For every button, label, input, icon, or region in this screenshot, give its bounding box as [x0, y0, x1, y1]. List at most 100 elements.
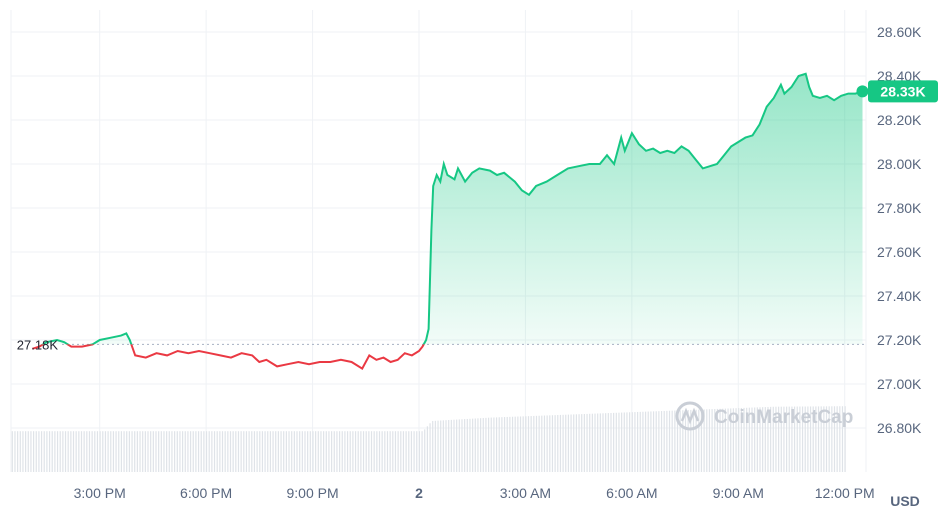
volume-bar: [785, 406, 788, 472]
volume-bar: [104, 431, 107, 472]
volume-bar: [472, 418, 474, 472]
volume-bar: [426, 426, 428, 472]
volume-bar: [791, 406, 793, 472]
volume-bar: [503, 417, 506, 472]
volume-bar: [636, 411, 639, 472]
y-tick-label: 27.80K: [877, 200, 922, 216]
volume-bar: [743, 407, 745, 472]
volume-bar: [801, 406, 804, 472]
volume-bar: [96, 431, 99, 472]
volume-bar: [72, 431, 75, 472]
volume-bar: [793, 406, 796, 472]
volume-bar: [551, 415, 554, 472]
volume-bar: [192, 431, 194, 472]
volume-bar: [698, 409, 700, 472]
price-area-up: [42, 73, 863, 345]
volume-bar: [464, 419, 466, 472]
volume-bar: [19, 431, 21, 472]
volume-bar: [221, 431, 224, 472]
volume-bar: [331, 431, 333, 472]
volume-bar: [245, 431, 248, 472]
volume-bar: [809, 406, 812, 472]
volume-bar: [437, 420, 439, 472]
volume-bar: [94, 431, 96, 472]
x-tick-label: 6:00 AM: [606, 485, 657, 501]
volume-bar: [211, 431, 213, 472]
x-tick-label: 3:00 AM: [500, 485, 551, 501]
volume-bar: [208, 431, 210, 472]
volume-bar: [349, 431, 351, 472]
volume-bar: [644, 411, 647, 472]
volume-bar: [386, 431, 389, 472]
volume-bar: [658, 411, 660, 472]
y-axis: 26.80K 27.00K 27.20K 27.40K 27.60K 27.80K 28.0…: [877, 24, 922, 436]
volume-bar: [432, 420, 434, 472]
volume-bar: [360, 431, 362, 472]
volume-bar: [381, 431, 383, 472]
volume-bar: [320, 431, 322, 472]
volume-bar: [487, 417, 490, 472]
volume-bar: [174, 431, 176, 472]
volume-bar: [442, 420, 444, 472]
volume-bar: [746, 407, 748, 472]
volume-bar: [370, 431, 373, 472]
volume-bar: [110, 431, 112, 472]
volume-bar: [511, 416, 514, 472]
volume-bar: [735, 408, 737, 472]
volume-bar: [405, 431, 407, 472]
volume-bar: [176, 431, 178, 472]
volume-bar: [559, 414, 562, 472]
volume-bar: [136, 431, 138, 472]
volume-bar: [309, 431, 311, 472]
x-tick-label: 12:00 PM: [815, 485, 875, 501]
volume-bar: [823, 406, 825, 472]
volume-bar: [458, 419, 460, 472]
volume-bar: [490, 417, 492, 472]
volume-bar: [131, 431, 133, 472]
volume-bar: [17, 431, 19, 472]
volume-bar: [128, 431, 130, 472]
volume-bar: [844, 406, 846, 472]
volume-bar: [362, 431, 365, 472]
volume-bar: [338, 431, 341, 472]
volume-bar: [416, 431, 418, 472]
volume-bar: [448, 420, 450, 472]
volume-bar: [328, 431, 330, 472]
volume-bar: [120, 431, 123, 472]
volume-bar: [413, 431, 415, 472]
volume-bar: [461, 419, 463, 472]
volume-bar: [509, 416, 511, 472]
volume-bar: [714, 409, 716, 472]
volume-bar: [54, 431, 56, 472]
volume-bar: [482, 418, 484, 472]
volume-bar: [586, 413, 588, 472]
x-tick-label: 6:00 PM: [180, 485, 232, 501]
y-tick-label: 26.80K: [877, 420, 922, 436]
volume-bar: [530, 416, 532, 472]
volume-bar: [32, 431, 35, 472]
volume-bar: [708, 409, 711, 472]
volume-bar: [296, 431, 298, 472]
watermark-text: CoinMarketCap: [714, 407, 853, 428]
volume-bar: [424, 429, 426, 472]
volume-bar: [333, 431, 335, 472]
volume-bar: [738, 408, 740, 472]
y-tick-label: 27.60K: [877, 244, 922, 260]
volume-bar: [639, 411, 641, 472]
volume-bar: [285, 431, 287, 472]
volume-bar: [799, 406, 801, 472]
volume-bar: [376, 431, 378, 472]
volume-bar: [22, 431, 24, 472]
current-price-dot: [856, 85, 869, 98]
volume-bar: [163, 431, 165, 472]
y-tick-label: 28.60K: [877, 24, 922, 40]
watermark: CoinMarketCap: [675, 401, 853, 431]
volume-bar: [56, 431, 59, 472]
current-price-badge: [868, 80, 938, 103]
volume-bar: [480, 418, 482, 472]
volume-bar: [205, 431, 208, 472]
volume-bar: [812, 406, 814, 472]
volume-bar: [123, 431, 125, 472]
volume-bar: [690, 409, 692, 472]
